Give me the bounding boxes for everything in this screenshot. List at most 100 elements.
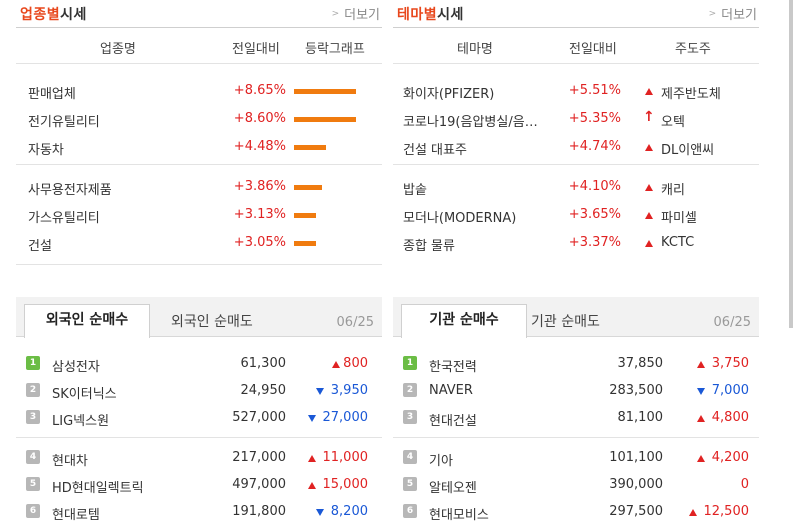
triangle-up-icon <box>697 455 705 462</box>
stock-price: 101,100 <box>609 450 663 465</box>
stock-change: 8,200 <box>330 504 368 519</box>
change-bar <box>294 145 326 150</box>
stock-price: 191,800 <box>232 504 286 519</box>
industry-name: 자동차 <box>28 143 64 158</box>
stock-name: NAVER <box>429 383 473 398</box>
industry-row[interactable]: 자동차 +4.48% <box>16 136 382 158</box>
foreign-panel: 외국인 순매수 외국인 순매도 06/25 1 삼성전자 61,300 800 2 SK이… <box>16 297 382 527</box>
stock-name: 현대건설 <box>429 414 477 429</box>
theme-table-header: 테마명 전일대비 주도주 <box>393 28 759 64</box>
foreign-row[interactable]: 6 현대로템 191,800 8,200 <box>16 501 382 523</box>
page-scrollbar[interactable] <box>789 0 793 328</box>
theme-title-highlight: 테마별 <box>397 6 438 23</box>
theme-row[interactable]: 밥솥 +4.10% 캐리 <box>393 176 759 198</box>
institution-row[interactable]: 3 현대건설 81,100 4,800 <box>393 407 759 429</box>
theme-name: 건설 대표주 <box>403 143 467 158</box>
triangle-down-icon <box>697 388 705 395</box>
industry-table-header: 업종명 전일대비 등락그래프 <box>16 28 382 64</box>
tab-institution-net-buy[interactable]: 기관 순매수 <box>401 304 527 338</box>
foreign-row[interactable]: 1 삼성전자 61,300 800 <box>16 353 382 375</box>
industry-row[interactable]: 전기유틸리티 +8.60% <box>16 108 382 130</box>
foreign-tabbar: 외국인 순매수 외국인 순매도 06/25 <box>16 297 382 338</box>
institution-row[interactable]: 5 알테오젠 390,000 0 <box>393 474 759 496</box>
industry-name: 건설 <box>28 239 52 254</box>
row-divider <box>16 264 382 265</box>
theme-name: 밥솥 <box>403 183 427 198</box>
theme-change: +5.35% <box>568 111 621 126</box>
stock-price: 37,850 <box>617 356 664 371</box>
header-lead-stock: 주도주 <box>675 42 711 57</box>
industry-panel-header: 업종별시세 > 더보기 <box>16 0 382 28</box>
theme-more-link[interactable]: > 더보기 <box>709 4 759 23</box>
stock-name: SK이터닉스 <box>52 387 117 402</box>
foreign-row[interactable]: 3 LIG넥스원 527,000 27,000 <box>16 407 382 429</box>
change-bar <box>294 117 356 122</box>
rank-badge: 2 <box>26 383 40 397</box>
theme-name: 코로나19(음압병실/음압... <box>403 115 543 130</box>
industry-row[interactable]: 건설 +3.05% <box>16 232 382 254</box>
industry-row[interactable]: 사무용전자제품 +3.86% <box>16 176 382 198</box>
stock-price: 390,000 <box>609 477 663 492</box>
foreign-date: 06/25 <box>336 315 374 330</box>
more-label: 더보기 <box>344 8 380 23</box>
theme-row[interactable]: 종합 물류 +3.37% KCTC <box>393 232 759 254</box>
stock-change: 15,000 <box>322 477 369 492</box>
rank-badge: 6 <box>403 504 417 518</box>
institution-row[interactable]: 6 현대모비스 297,500 12,500 <box>393 501 759 523</box>
triangle-up-icon <box>645 144 653 151</box>
foreign-row[interactable]: 5 HD현대일렉트릭 497,000 15,000 <box>16 474 382 496</box>
industry-row[interactable]: 가스유틸리티 +3.13% <box>16 204 382 226</box>
triangle-up-icon <box>645 88 653 95</box>
rank-badge: 2 <box>403 383 417 397</box>
theme-change: +4.10% <box>568 179 621 194</box>
theme-row[interactable]: 코로나19(음압병실/음압... +5.35% ↑ 오텍 <box>393 108 759 130</box>
stock-change: 11,000 <box>322 450 369 465</box>
stock-name: 현대차 <box>52 454 88 469</box>
industry-panel: 업종별시세 > 더보기 업종명 전일대비 등락그래프 판매업체 +8.65% 전기유… <box>16 0 382 265</box>
institution-row[interactable]: 2 NAVER 283,500 7,000 <box>393 380 759 402</box>
institution-panel: 기관 순매수 기관 순매도 06/25 1 한국전력 37,850 3,750 2 NAV… <box>393 297 759 527</box>
foreign-table-body: 1 삼성전자 61,300 800 2 SK이터닉스 24,950 3,950 3 LIG넥스원 5… <box>16 337 382 527</box>
industry-more-link[interactable]: > 더보기 <box>332 4 382 23</box>
lead-stock: DL이앤씨 <box>661 143 715 158</box>
institution-row[interactable]: 4 기아 101,100 4,200 <box>393 447 759 469</box>
rank-badge: 4 <box>26 450 40 464</box>
industry-name: 전기유틸리티 <box>28 115 100 130</box>
tab-institution-net-sell[interactable]: 기관 순매도 <box>531 314 600 330</box>
rank-badge: 5 <box>403 477 417 491</box>
industry-row[interactable]: 판매업체 +8.65% <box>16 80 382 102</box>
foreign-row[interactable]: 4 현대차 217,000 11,000 <box>16 447 382 469</box>
stock-change: 800 <box>343 356 368 371</box>
tab-foreign-net-buy[interactable]: 외국인 순매수 <box>24 304 150 338</box>
theme-row[interactable]: 화이자(PFIZER) +5.51% 제주반도체 <box>393 80 759 102</box>
theme-row[interactable]: 모더나(MODERNA) +3.65% 파미셀 <box>393 204 759 226</box>
tab-foreign-net-sell[interactable]: 외국인 순매도 <box>171 314 253 330</box>
theme-panel: 테마별시세 > 더보기 테마명 전일대비 주도주 화이자(PFIZER) +5.5… <box>393 0 759 264</box>
rank-badge: 3 <box>403 410 417 424</box>
stock-change: 4,800 <box>711 410 749 425</box>
stock-price: 297,500 <box>609 504 663 519</box>
stock-change: 0 <box>740 477 749 492</box>
lead-stock: 오텍 <box>661 115 685 130</box>
stock-price: 497,000 <box>232 477 286 492</box>
stock-price: 24,950 <box>240 383 287 398</box>
header-change: 전일대비 <box>569 42 617 57</box>
industry-name: 사무용전자제품 <box>28 183 112 198</box>
triangle-up-icon <box>697 361 705 368</box>
theme-row[interactable]: 건설 대표주 +4.74% DL이앤씨 <box>393 136 759 158</box>
more-label: 더보기 <box>721 8 757 23</box>
rank-badge: 1 <box>26 356 40 370</box>
chevron-right-icon: > <box>708 8 717 19</box>
industry-change: +3.86% <box>233 179 286 194</box>
lead-stock: KCTC <box>661 235 695 250</box>
foreign-row[interactable]: 2 SK이터닉스 24,950 3,950 <box>16 380 382 402</box>
institution-row[interactable]: 1 한국전력 37,850 3,750 <box>393 353 759 375</box>
stock-change: 3,750 <box>711 356 749 371</box>
theme-change: +3.37% <box>568 235 621 250</box>
stock-name: 알테오젠 <box>429 481 477 496</box>
stock-price: 217,000 <box>232 450 286 465</box>
stock-price: 81,100 <box>617 410 664 425</box>
industry-title-rest: 시세 <box>60 6 87 23</box>
rank-badge: 5 <box>26 477 40 491</box>
